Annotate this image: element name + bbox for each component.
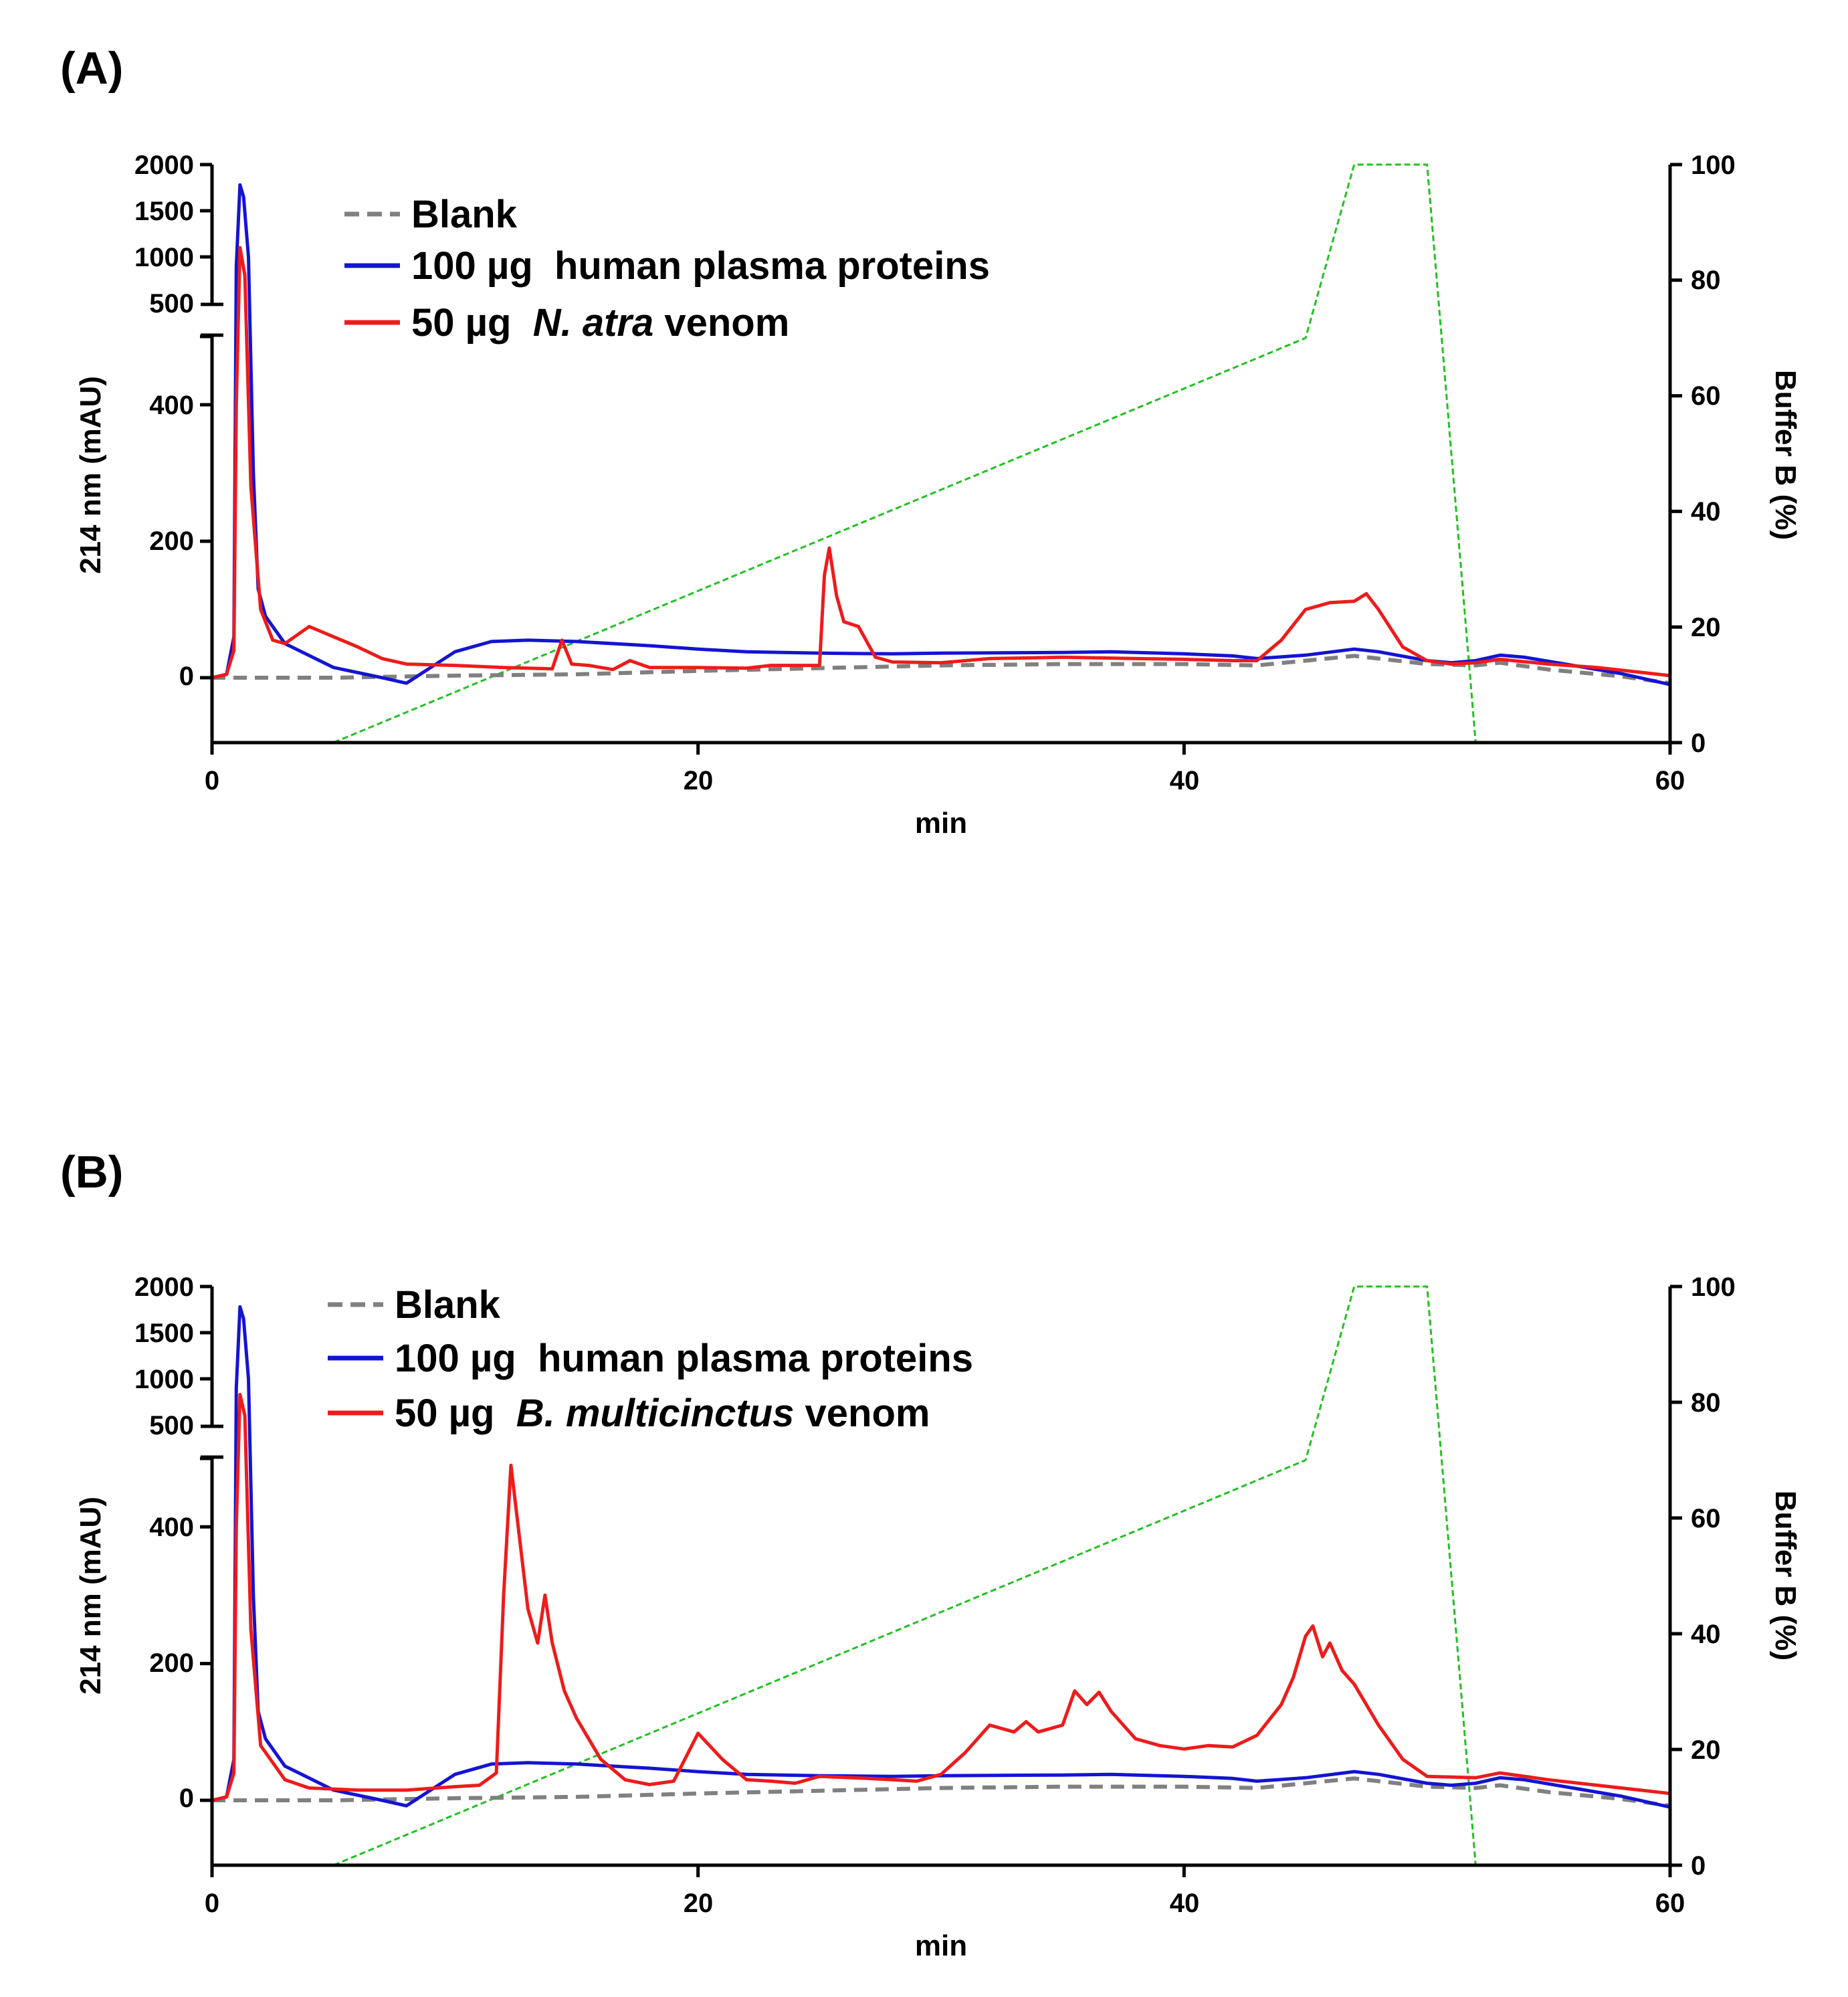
legend: Blank 100 µg human plasma proteins 50 µg… bbox=[328, 1283, 973, 1435]
y-right-tick-label: 80 bbox=[1691, 266, 1721, 295]
legend-label-venom: 50 µg N. atra venom bbox=[411, 301, 789, 345]
series-line-venom bbox=[211, 246, 1671, 680]
y-right-tick-label: 40 bbox=[1691, 497, 1721, 527]
panel-label: (B) bbox=[60, 1147, 123, 1198]
y-right-tick-label: 0 bbox=[1691, 729, 1706, 758]
legend-venom-species: N. atra bbox=[533, 301, 654, 345]
y-left-tick-label: 2000 bbox=[134, 151, 194, 180]
left-axis-break bbox=[201, 302, 223, 337]
y-left-tick-label: 200 bbox=[149, 527, 194, 556]
y-left-tick-label: 2000 bbox=[134, 1272, 194, 1302]
y-left-tick-label: 0 bbox=[179, 662, 194, 691]
x-tick-label: 40 bbox=[1170, 1889, 1200, 1918]
x-tick-label: 60 bbox=[1655, 1889, 1685, 1918]
series-line-blank bbox=[212, 654, 1671, 686]
y-right-tick-label: 0 bbox=[1691, 1851, 1706, 1881]
series-line-blank bbox=[212, 1776, 1671, 1808]
x-tick-label: 60 bbox=[1655, 766, 1685, 795]
legend-label-plasma: 100 µg human plasma proteins bbox=[395, 1337, 973, 1380]
y-left-tick-label: 0 bbox=[179, 1784, 194, 1813]
y-left-tick-label: 500 bbox=[149, 289, 194, 318]
y-right-axis-title: Buffer B (%) bbox=[1769, 370, 1802, 540]
panel-label: (A) bbox=[60, 43, 123, 94]
x-tick-label: 40 bbox=[1170, 766, 1200, 795]
legend-label-venom: 50 µg B. multicinctus venom bbox=[395, 1392, 930, 1435]
legend-venom-suffix: venom bbox=[653, 301, 789, 345]
y-right-tick-label: 40 bbox=[1691, 1620, 1721, 1649]
legend-label-blank: Blank bbox=[411, 193, 518, 236]
y-right-tick-label: 20 bbox=[1691, 613, 1721, 642]
y-left-tick-label: 1500 bbox=[134, 1319, 194, 1348]
y-right-tick-label: 100 bbox=[1691, 151, 1736, 180]
y-left-tick-label: 1000 bbox=[134, 1365, 194, 1394]
legend-label-blank: Blank bbox=[395, 1283, 501, 1327]
y-left-axis-title: 214 nm (mAU) bbox=[74, 1497, 107, 1695]
x-tick-label: 20 bbox=[684, 1889, 714, 1918]
y-left-tick-label: 400 bbox=[149, 391, 194, 420]
x-axis-title: min bbox=[915, 807, 967, 840]
axes bbox=[201, 1287, 1672, 1867]
series-line-plasma bbox=[211, 1305, 1671, 1809]
legend-venom-prefix: 50 µg bbox=[395, 1392, 516, 1435]
tick-marks bbox=[200, 1285, 1682, 1877]
y-left-tick-label: 200 bbox=[149, 1648, 194, 1678]
legend: Blank 100 µg human plasma proteins 50 µg… bbox=[344, 193, 990, 345]
x-tick-label: 0 bbox=[205, 766, 219, 795]
left-axis-break bbox=[201, 1424, 223, 1459]
y-right-tick-label: 80 bbox=[1691, 1388, 1721, 1418]
y-left-tick-label: 1500 bbox=[134, 197, 194, 226]
x-axis-title: min bbox=[915, 1929, 967, 1962]
y-left-tick-label: 1000 bbox=[134, 243, 194, 272]
y-right-tick-label: 60 bbox=[1691, 381, 1721, 411]
y-left-axis-title: 214 nm (mAU) bbox=[74, 376, 107, 574]
legend-venom-species: B. multicinctus bbox=[516, 1392, 795, 1435]
y-right-axis-title: Buffer B (%) bbox=[1769, 1491, 1802, 1660]
legend-label-plasma: 100 µg human plasma proteins bbox=[411, 244, 990, 288]
legend-venom-prefix: 50 µg bbox=[411, 301, 533, 345]
legend-venom-suffix: venom bbox=[794, 1392, 930, 1435]
x-tick-label: 20 bbox=[684, 766, 714, 795]
series-line-venom bbox=[211, 1393, 1671, 1802]
x-tick-label: 0 bbox=[205, 1889, 219, 1918]
y-left-tick-label: 400 bbox=[149, 1513, 194, 1542]
y-left-tick-label: 500 bbox=[149, 1411, 194, 1440]
chart-panel-b: (B) 0 20 40 60 0 200 400 500 1000 1500 2… bbox=[60, 1147, 1802, 1962]
chart-panel-a: (A) 0 20 40 60 0 200 400 500 1000 1500 2… bbox=[60, 43, 1802, 840]
y-right-tick-label: 60 bbox=[1691, 1504, 1721, 1533]
tick-marks bbox=[200, 163, 1682, 755]
y-right-tick-label: 20 bbox=[1691, 1735, 1721, 1765]
y-right-tick-label: 100 bbox=[1691, 1272, 1736, 1302]
